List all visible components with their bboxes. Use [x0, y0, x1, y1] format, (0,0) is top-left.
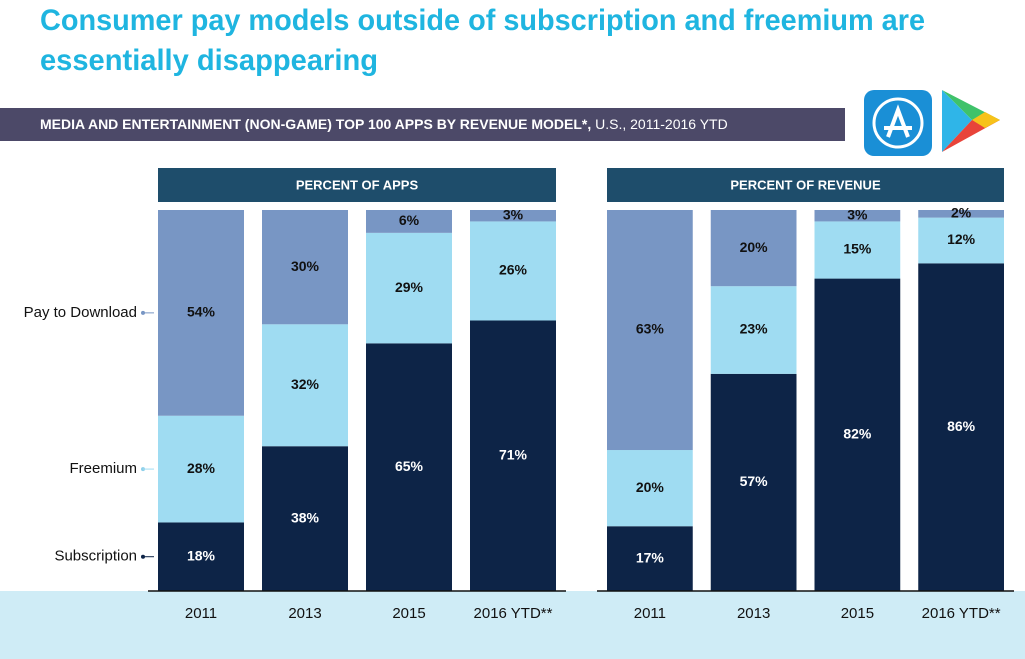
value-label: 18% — [187, 547, 216, 563]
value-label: 28% — [187, 460, 216, 476]
title-line: essentially disappearing — [40, 44, 378, 77]
value-label: 17% — [636, 549, 665, 565]
footer-band — [0, 591, 1025, 659]
value-label: 15% — [843, 241, 872, 257]
value-label: 65% — [395, 458, 424, 474]
value-label: 3% — [847, 206, 868, 222]
panel-header — [158, 168, 556, 202]
bar-segment — [607, 450, 693, 527]
panel-header — [607, 168, 1004, 202]
subtitle-band — [0, 108, 845, 141]
bar-segment — [710, 286, 797, 374]
x-tick-label: 2016 YTD** — [474, 605, 553, 622]
bar-segment — [470, 320, 556, 591]
value-label: 86% — [947, 418, 976, 434]
bar-segment — [262, 324, 348, 447]
value-label: 29% — [395, 279, 424, 295]
subtitle-main: MEDIA AND ENTERTAINMENT (NON-GAME) TOP 1… — [40, 116, 591, 132]
x-tick-label: 2011 — [634, 605, 666, 622]
bar-segment — [158, 522, 244, 591]
value-label: 38% — [291, 509, 320, 525]
bar-segment — [158, 415, 244, 523]
title-line: Consumer pay models outside of subscript… — [40, 4, 925, 37]
subtitle-detail: U.S., 2011-2016 YTD — [595, 116, 728, 132]
x-tick-label: 2016 YTD** — [922, 605, 1001, 622]
x-tick-label: 2013 — [288, 605, 321, 622]
value-label: 2% — [951, 205, 972, 221]
bar-segment — [366, 343, 452, 591]
bar-segment — [262, 210, 348, 325]
legend-label: Pay to Download — [24, 304, 137, 321]
value-label: 54% — [187, 304, 216, 320]
value-label: 63% — [636, 321, 665, 337]
value-label: 71% — [499, 446, 528, 462]
bar-segment — [814, 210, 901, 222]
bar-segment — [918, 210, 1004, 218]
value-label: 3% — [503, 206, 524, 222]
value-label: 20% — [740, 239, 769, 255]
play-store-icon — [942, 90, 1000, 152]
bar-segment — [470, 221, 556, 321]
value-label: 57% — [740, 473, 769, 489]
legend-label: Freemium — [69, 460, 137, 477]
x-tick-label: 2015 — [841, 605, 874, 622]
x-tick-label: 2015 — [392, 605, 425, 622]
app-store-icon — [864, 90, 932, 156]
bar-segment — [262, 446, 348, 591]
bar-segment — [470, 210, 556, 222]
bar-segment — [814, 278, 901, 591]
value-label: 26% — [499, 262, 528, 278]
bar-segment — [710, 373, 797, 591]
bar-segment — [366, 210, 452, 233]
bar-segment — [710, 210, 797, 287]
value-label: 32% — [291, 376, 320, 392]
x-tick-label: 2013 — [737, 605, 770, 622]
panel-title: PERCENT OF APPS — [296, 177, 419, 192]
value-label: 12% — [947, 231, 976, 247]
panel-title: PERCENT OF REVENUE — [730, 177, 881, 192]
value-label: 30% — [291, 258, 320, 274]
bar-segment — [366, 232, 452, 344]
value-label: 23% — [740, 321, 769, 337]
value-label: 82% — [843, 425, 872, 441]
subtitle: MEDIA AND ENTERTAINMENT (NON-GAME) TOP 1… — [40, 116, 728, 132]
bar-segment — [814, 221, 901, 279]
x-tick-label: 2011 — [185, 605, 217, 622]
bar-segment — [918, 263, 1004, 591]
bar-segment — [918, 217, 1004, 264]
bar-segment — [607, 210, 693, 451]
bar-segment — [607, 526, 693, 591]
bar-segment — [158, 210, 244, 416]
legend-label: Subscription — [54, 548, 137, 565]
value-label: 6% — [399, 212, 420, 228]
value-label: 20% — [636, 479, 665, 495]
